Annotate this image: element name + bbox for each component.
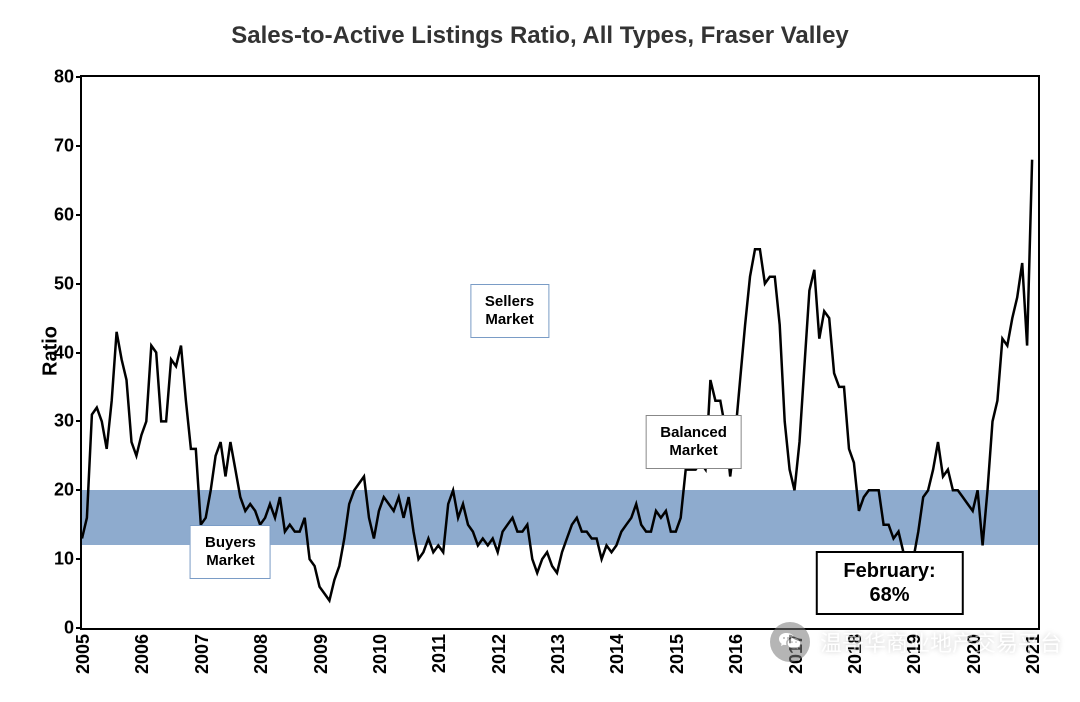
x-tick: 2007 [192,634,213,674]
balanced-market-label: BalancedMarket [645,415,742,469]
y-tick: 30 [54,411,74,432]
y-tick: 70 [54,135,74,156]
x-tick: 2011 [429,634,450,673]
chart-title: Sales-to-Active Listings Ratio, All Type… [0,22,1080,50]
x-tick: 2014 [607,634,628,674]
x-tick: 2016 [726,634,747,674]
sellers-market-label: SellersMarket [470,284,549,338]
x-tick: 2010 [370,634,391,674]
buyers-market-label: BuyersMarket [190,525,271,579]
y-tick: 80 [54,67,74,88]
x-tick: 2012 [489,634,510,674]
x-tick: 2013 [548,634,569,674]
y-tick: 20 [54,480,74,501]
x-tick: 2015 [667,634,688,674]
callout-label: February: 68% [815,551,963,615]
watermark: 温哥华商业地产交易平台 [770,622,1062,662]
y-tick: 60 [54,204,74,225]
wechat-icon [770,622,810,662]
x-tick: 2009 [311,634,332,674]
x-tick: 2005 [73,634,94,674]
x-tick: 2008 [251,634,272,674]
x-tick: 2006 [132,634,153,674]
y-tick: 10 [54,549,74,570]
plot-area: SellersMarket BalancedMarket BuyersMarke… [80,75,1040,630]
y-tick: 50 [54,273,74,294]
y-tick: 40 [54,342,74,363]
